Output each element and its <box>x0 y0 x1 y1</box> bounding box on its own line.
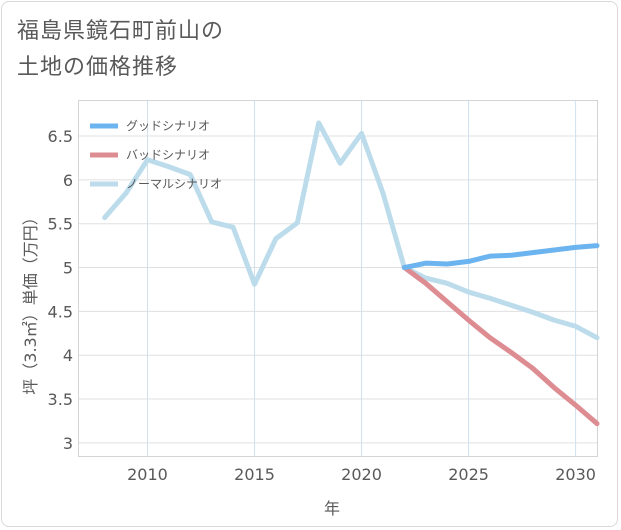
y-tick-label: 6 <box>63 171 73 190</box>
x-tick-label: 2010 <box>127 465 168 484</box>
y-tick-label: 6.5 <box>48 127 73 146</box>
x-tick-label: 2015 <box>234 465 275 484</box>
y-tick-label: 3.5 <box>48 390 73 409</box>
grid <box>79 101 597 456</box>
x-tick-label: 2025 <box>448 465 489 484</box>
legend-label-0: グッドシナリオ <box>126 119 210 133</box>
series-line-0 <box>401 243 600 271</box>
tick-labels: 3 3.5 4 4.5 5 5.5 6 6.5 2010 2015 2020 2025 2030 <box>48 127 596 484</box>
plot-area-border <box>78 100 598 457</box>
y-tick-label: 3 <box>63 434 73 453</box>
legend-label-1: バッドシナリオ <box>126 148 210 162</box>
y-tick-label: 5.5 <box>48 215 73 234</box>
y-tick-label: 4 <box>63 346 73 365</box>
series-line-2 <box>102 120 600 341</box>
x-axis-title: 年 <box>324 499 340 518</box>
x-tick-label: 2030 <box>555 465 596 484</box>
series-lines <box>102 120 600 427</box>
title-line-2: 土地の価格推移 <box>17 55 179 80</box>
x-tick-label: 2020 <box>341 465 382 484</box>
y-tick-label: 5 <box>63 259 73 278</box>
chart-title: 福島県鏡石町前山の 土地の価格推移 <box>17 14 224 86</box>
series-line-1 <box>401 265 600 427</box>
y-axis-title: 坪（3.3㎡）単価（万円） <box>21 209 40 394</box>
legend-label-2: ノーマルシナリオ <box>126 177 222 191</box>
y-tick-label: 4.5 <box>48 302 73 321</box>
title-line-1: 福島県鏡石町前山の <box>17 19 225 44</box>
